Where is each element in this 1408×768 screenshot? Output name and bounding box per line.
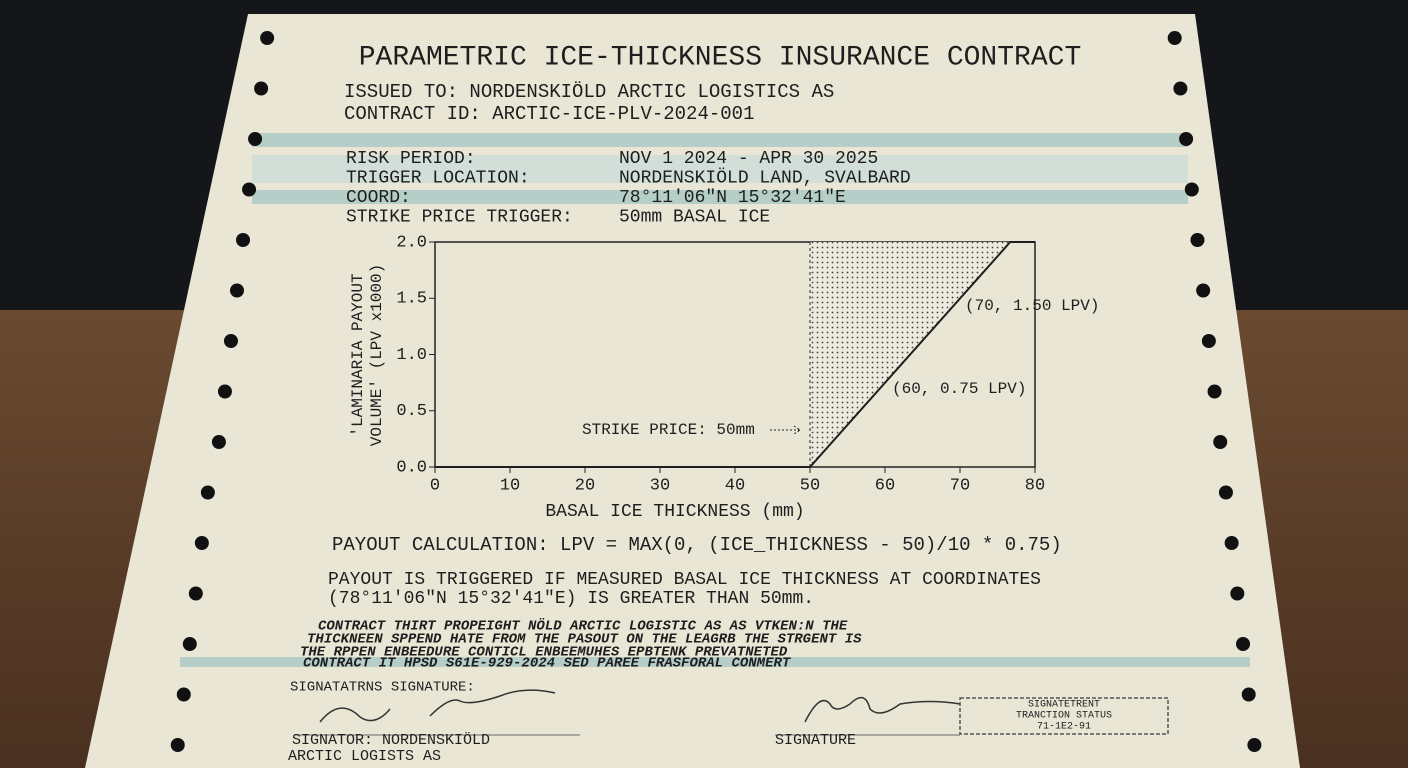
y-tick-label: 2.0 bbox=[396, 233, 427, 252]
stamp-text: SIGNATETRENT bbox=[1028, 700, 1100, 711]
hole bbox=[188, 586, 203, 601]
hole bbox=[200, 485, 215, 500]
hole bbox=[1196, 283, 1211, 298]
signature-scribble bbox=[804, 696, 961, 723]
hole bbox=[1236, 637, 1251, 651]
fine-print: THICKNEEN SPPEND HATE FROM THE PASOUT ON… bbox=[307, 632, 862, 648]
formula: PAYOUT CALCULATION: LPV = MAX(0, (ICE_TH… bbox=[332, 534, 1062, 556]
hole bbox=[217, 384, 232, 399]
green-bar bbox=[180, 657, 1250, 667]
hole bbox=[176, 687, 191, 702]
green-bar bbox=[252, 190, 1188, 204]
x-tick-label: 30 bbox=[650, 476, 670, 495]
x-tick-label: 40 bbox=[725, 476, 745, 495]
field-value: NORDENSKIÖLD LAND, SVALBARD bbox=[619, 167, 911, 188]
trigger-text: (78°11'06"N 15°32'41"E) IS GREATER THAN … bbox=[328, 589, 814, 609]
green-bar bbox=[252, 155, 1188, 183]
hole bbox=[1190, 233, 1205, 247]
annotation: STRIKE PRICE: 50mm bbox=[582, 421, 755, 439]
field-label: TRIGGER LOCATION: bbox=[346, 168, 530, 188]
hole bbox=[1230, 586, 1245, 601]
hole bbox=[1173, 81, 1188, 96]
hole bbox=[1224, 536, 1239, 550]
x-tick-label: 20 bbox=[575, 476, 595, 495]
title: PARAMETRIC ICE-THICKNESS INSURANCE CONTR… bbox=[359, 42, 1082, 73]
hole bbox=[1247, 738, 1262, 752]
hole bbox=[170, 738, 185, 752]
hole bbox=[1218, 485, 1233, 500]
stamp-text: TRANCTION STATUS bbox=[1016, 711, 1112, 722]
signature-scribble bbox=[319, 689, 556, 723]
annotation-arrow bbox=[770, 425, 801, 435]
x-tick-label: 10 bbox=[500, 476, 520, 495]
field-value: 50mm BASAL ICE bbox=[619, 207, 770, 227]
fine-print: THE RPPEN ENBEEDURE CONTICL ENBEEMUHES E… bbox=[300, 645, 788, 661]
sprocket-holes bbox=[170, 31, 1262, 752]
field-label: COORD: bbox=[346, 188, 411, 208]
fine-print: CONTRACT IT HPSD S61E-929-2024 SED PAREE… bbox=[303, 656, 792, 672]
annotation: (70, 1.50 LPV) bbox=[965, 297, 1099, 315]
hole bbox=[242, 182, 257, 197]
hole bbox=[1179, 132, 1194, 146]
hole bbox=[1201, 334, 1216, 348]
x-tick-label: 70 bbox=[950, 476, 970, 495]
field-value: NOV 1 2024 - APR 30 2025 bbox=[619, 149, 878, 169]
y-tick-label: 0.5 bbox=[396, 402, 427, 421]
y-axis-label: 'LAMINARIA PAYOUTVOLUME' (LPV x1000) bbox=[349, 264, 386, 446]
x-tick-label: 0 bbox=[430, 476, 440, 495]
hole bbox=[229, 283, 244, 298]
signator: ARCTIC LOGISTS AS bbox=[288, 748, 441, 765]
hole bbox=[211, 435, 226, 449]
y-tick-label: 0.0 bbox=[396, 458, 427, 477]
hole bbox=[248, 132, 263, 146]
hole bbox=[1167, 31, 1182, 45]
hole bbox=[1184, 182, 1199, 197]
fine-print: CONTRACT THIRT PROPEIGHT NÖLD ARCTIC LOG… bbox=[318, 618, 848, 635]
y-tick-label: 1.0 bbox=[396, 346, 427, 365]
x-axis-label: BASAL ICE THICKNESS (mm) bbox=[545, 502, 804, 522]
field-label: STRIKE PRICE TRIGGER: bbox=[346, 207, 573, 227]
issued-to: ISSUED TO: NORDENSKIÖLD ARCTIC LOGISTICS… bbox=[344, 81, 834, 103]
x-tick-label: 50 bbox=[800, 476, 820, 495]
stamp-text: 71-1E2-91 bbox=[1037, 722, 1091, 733]
trigger-text: PAYOUT IS TRIGGERED IF MEASURED BASAL IC… bbox=[328, 570, 1041, 590]
annotation: (60, 0.75 LPV) bbox=[892, 380, 1026, 398]
hole bbox=[260, 31, 275, 45]
signature-label: SIGNATURE bbox=[775, 732, 856, 749]
x-tick-label: 60 bbox=[875, 476, 895, 495]
hole bbox=[182, 637, 197, 651]
signature-heading: SIGNATATRNS SIGNATURE: bbox=[290, 680, 475, 696]
x-tick-label: 80 bbox=[1025, 476, 1045, 495]
y-tick-label: 1.5 bbox=[396, 290, 427, 309]
contract-id: CONTRACT ID: ARCTIC-ICE-PLV-2024-001 bbox=[344, 103, 754, 125]
hole bbox=[236, 233, 251, 247]
payout-line bbox=[435, 241, 1035, 468]
signator: SIGNATOR: NORDENSKIÖLD bbox=[292, 731, 490, 749]
green-bar bbox=[252, 133, 1188, 147]
field-value: 78°11'06"N 15°32'41"E bbox=[619, 188, 846, 208]
field-label: RISK PERIOD: bbox=[346, 149, 476, 169]
hole bbox=[1207, 384, 1222, 399]
hole bbox=[194, 536, 209, 550]
hole bbox=[223, 334, 238, 348]
hole bbox=[254, 81, 269, 96]
stamp-box bbox=[959, 697, 1169, 735]
hole bbox=[1213, 435, 1228, 449]
hole bbox=[1241, 687, 1256, 702]
